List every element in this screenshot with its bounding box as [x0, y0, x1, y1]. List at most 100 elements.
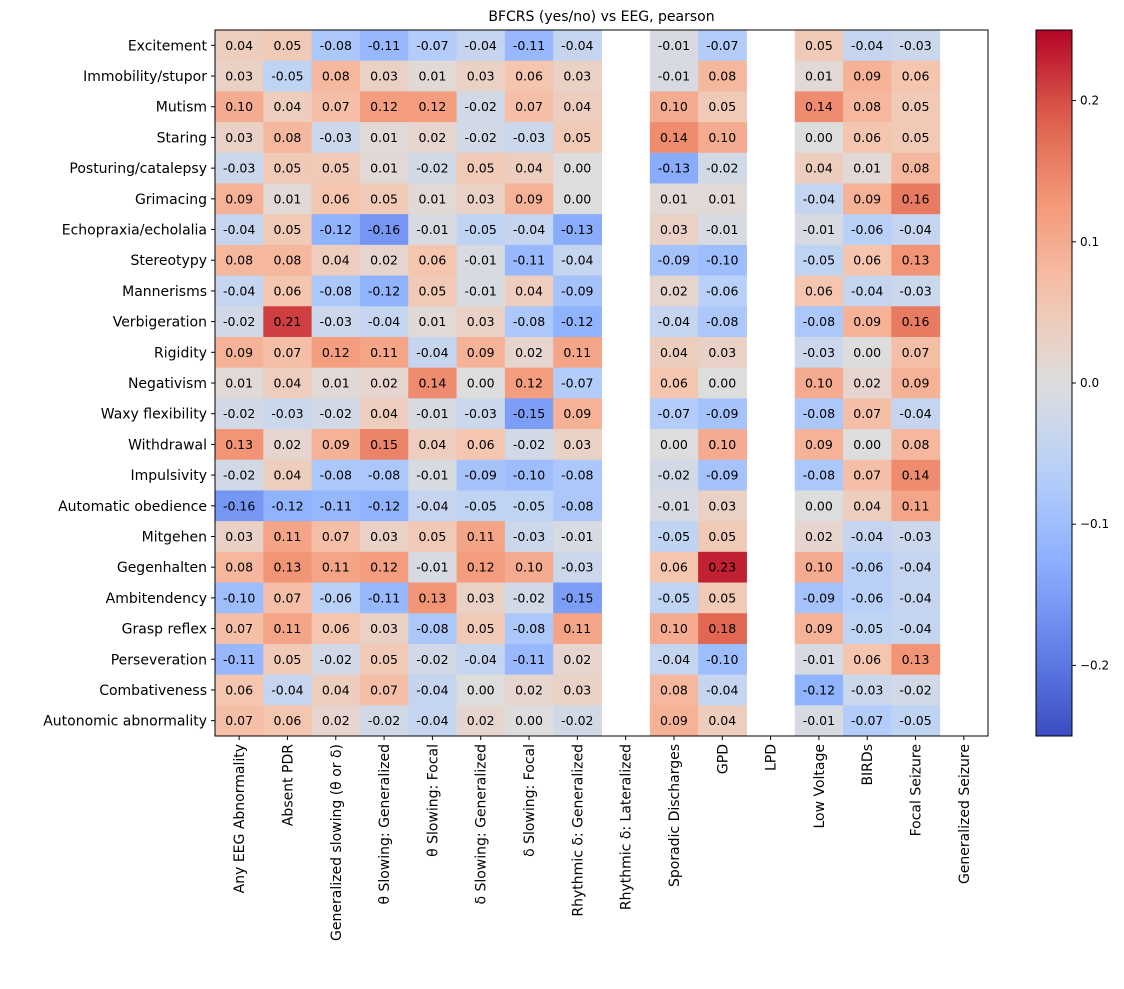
x-tick-label: Low Voltage [812, 744, 828, 829]
heatmap-cell [215, 367, 264, 399]
heatmap-cell [456, 582, 506, 614]
heatmap-cell [891, 521, 941, 553]
cell-value-label: -0.02 [416, 161, 448, 176]
heatmap-cell [504, 152, 554, 184]
heatmap-cell [263, 30, 313, 62]
heatmap-cell [649, 244, 699, 277]
cell-value-label: 0.08 [902, 161, 930, 176]
heatmap-cell [456, 60, 506, 92]
heatmap-cell [891, 244, 941, 277]
heatmap-cell [843, 122, 892, 154]
heatmap-cell [359, 551, 409, 584]
heatmap-cell [456, 244, 506, 277]
cell-value-label: 0.04 [563, 99, 591, 114]
cell-value-label: 0.11 [563, 345, 591, 360]
heatmap-cell [456, 674, 506, 706]
cell-value-label: 0.12 [322, 345, 350, 360]
heatmap-cell [698, 429, 747, 461]
cell-value-label: -0.02 [416, 652, 448, 667]
heatmap-cell [311, 91, 361, 123]
cell-value-label: -0.01 [803, 713, 835, 728]
cell-value-label: 0.08 [660, 682, 688, 697]
cell-value-label: 0.09 [853, 69, 881, 84]
y-tick-label: Withdrawal [128, 437, 207, 453]
heatmap-cell [263, 214, 313, 246]
cell-value-label: 0.01 [853, 161, 881, 176]
heatmap-cell [843, 367, 892, 399]
cell-value-label: 0.02 [418, 130, 446, 145]
heatmap-cell [263, 336, 313, 369]
heatmap-cell [456, 398, 506, 430]
heatmap-cell [311, 183, 361, 215]
cell-value-label: 0.05 [418, 283, 446, 298]
cell-value-label: -0.04 [851, 38, 883, 53]
cell-value-label: 0.11 [274, 529, 302, 544]
cell-value-label: -0.06 [320, 590, 352, 605]
heatmap-cell [843, 613, 892, 645]
heatmap-cell [553, 459, 602, 491]
heatmap-cell [698, 674, 747, 706]
cell-value-label: 0.04 [660, 345, 688, 360]
cell-value-label: 0.09 [225, 345, 253, 360]
heatmap-cell [408, 521, 458, 553]
y-tick-label: Rigidity [154, 345, 207, 361]
heatmap-cell [649, 490, 699, 522]
heatmap-cell [843, 306, 892, 338]
cell-value-label: 0.07 [853, 468, 881, 483]
heatmap-cell [311, 521, 361, 553]
cell-value-label: -0.04 [416, 713, 448, 728]
heatmap-cell [456, 643, 506, 676]
heatmap-cell [553, 398, 602, 430]
heatmap-cell [311, 643, 361, 676]
cell-value-label: -0.10 [513, 468, 545, 483]
heatmap-cell [311, 244, 361, 277]
y-tick-label: Waxy flexibility [101, 407, 207, 423]
colorbar-tick-label: 0.2 [1080, 94, 1099, 108]
cell-value-label: 0.05 [902, 99, 930, 114]
heatmap-cell [553, 152, 602, 184]
cell-value-label: -0.16 [223, 498, 255, 513]
heatmap-cell [794, 60, 844, 92]
heatmap-cell [311, 490, 361, 522]
heatmap-cell [649, 152, 699, 184]
heatmap-cell [843, 490, 892, 522]
cell-value-label: 0.03 [563, 437, 591, 452]
cell-value-label: 0.06 [467, 437, 495, 452]
heatmap-cell [311, 275, 361, 307]
heatmap-cell [843, 521, 892, 553]
heatmap-cell [408, 643, 458, 676]
heatmap-cell [794, 91, 844, 123]
cell-value-label: 0.05 [467, 161, 495, 176]
heatmap-cell [504, 582, 554, 614]
heatmap-cell [263, 306, 313, 338]
x-tick-label: LPD [764, 744, 780, 771]
cell-value-label: -0.02 [223, 406, 255, 421]
cell-value-label: 0.13 [225, 437, 253, 452]
cell-value-label: 0.06 [322, 621, 350, 636]
heatmap-cell [408, 551, 458, 584]
cell-value-label: 0.02 [660, 283, 688, 298]
y-tick-label: Verbigeration [113, 315, 207, 331]
cell-value-label: -0.03 [223, 161, 255, 176]
heatmap-cell [794, 244, 844, 277]
x-tick-label: Rhythmic δ: Generalized [570, 744, 586, 917]
x-tick-label: Focal Seizure [909, 744, 925, 836]
cell-value-label: -0.08 [561, 498, 593, 513]
heatmap-cell [649, 705, 699, 737]
heatmap-cell [263, 613, 313, 645]
cell-value-label: -0.03 [271, 406, 303, 421]
cell-value-label: -0.04 [465, 652, 497, 667]
heatmap-cell [553, 244, 602, 277]
heatmap-cell [649, 551, 699, 584]
heatmap-cell [359, 490, 409, 522]
cell-value-label: -0.04 [899, 560, 931, 575]
cell-value-label: 0.03 [225, 69, 253, 84]
heatmap-cell [504, 122, 554, 154]
heatmap-cell [504, 521, 554, 553]
cell-value-label: -0.08 [803, 468, 835, 483]
heatmap-cell [311, 152, 361, 184]
heatmap-cell [215, 521, 264, 553]
heatmap-cell [215, 91, 264, 123]
heatmap-cell [215, 306, 264, 338]
heatmap-cell [359, 336, 409, 369]
